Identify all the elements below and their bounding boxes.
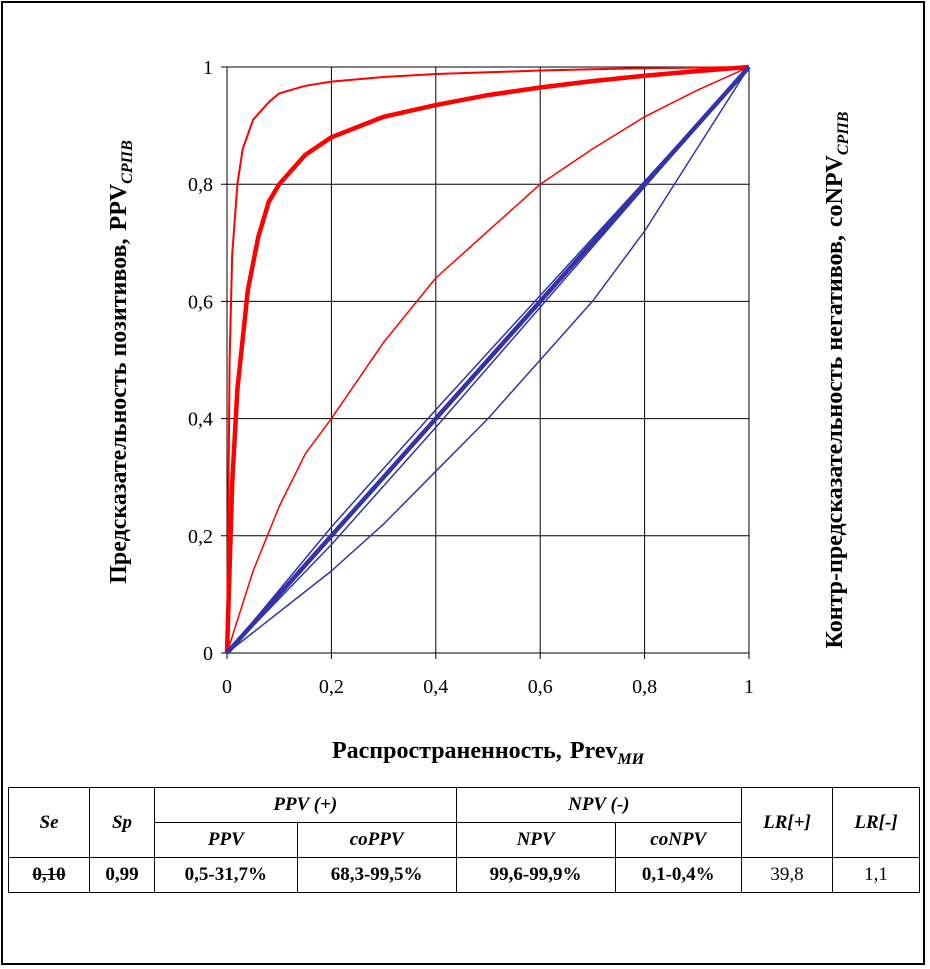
chart-series: [224, 64, 751, 655]
x-tick-label: 1: [744, 676, 754, 698]
npv-subheader: NPV: [455, 822, 616, 858]
se-value: 0,10: [8, 857, 90, 893]
coppv-subheader: coPPV: [296, 822, 457, 858]
y-tick-label: 0,8: [188, 174, 213, 196]
x-tick-label: 0,4: [423, 676, 448, 698]
x-tick-label: 0,6: [528, 676, 553, 698]
y-axis-title-left: Предсказательность позитивов,PPVСРПВ: [106, 140, 136, 584]
npv-group-header: NPV (-): [455, 787, 743, 823]
ppv-value: 0,5-31,7%: [154, 857, 298, 893]
series-line-3: [226, 66, 750, 654]
chart-ticks: 0 0,2 0,4 0,6 0,8 1 0 0,2 0,4 0,6 0,8 1: [188, 57, 754, 698]
y-axis-title-right: Контр-предсказательность негативов,coNPV…: [822, 111, 852, 648]
ppv-subheader: PPV: [154, 822, 298, 858]
chart: 0 0,2 0,4 0,6 0,8 1 0 0,2 0,4 0,6 0,8 1 Распростран…: [106, 57, 852, 768]
sp-header: Sp: [89, 787, 155, 858]
x-axis-title: Распространенность, PrevМИ: [332, 738, 645, 768]
lr-plus-value: 39,8: [741, 857, 833, 893]
x-tick-label: 0: [222, 676, 232, 698]
conpv-subheader: coNPV: [614, 822, 743, 858]
sp-value: 0,99: [89, 857, 155, 893]
lr-minus-value: 1,1: [832, 857, 920, 893]
y-tick-label: 0,2: [188, 526, 213, 548]
y-tick-label: 0: [203, 643, 213, 665]
y-tick-label: 1: [203, 57, 213, 79]
conpv-value: 0,1-0,4%: [614, 857, 743, 893]
x-tick-label: 0,2: [319, 676, 344, 698]
y-tick-label: 0,6: [188, 291, 213, 313]
se-header: Se: [8, 787, 90, 858]
ppv-group-header: PPV (+): [154, 787, 457, 823]
series-line-5: [225, 65, 751, 655]
stats-table: Se Sp PPV (+) NPV (-) LR[+] LR[-] PPV co…: [8, 787, 920, 893]
y-tick-label: 0,4: [188, 409, 213, 431]
series-line-1: [226, 66, 750, 654]
lr-minus-header: LR[-]: [832, 787, 920, 858]
x-tick-label: 0,8: [632, 676, 657, 698]
lr-plus-header: LR[+]: [741, 787, 833, 858]
series-line-6: [226, 66, 750, 654]
coppv-value: 68,3-99,5%: [296, 857, 457, 893]
series-line-2: [224, 64, 750, 654]
table-row: 0,10 0,99 0,5-31,7% 68,3-99,5% 99,6-99,9…: [8, 857, 920, 893]
series-line-7: [226, 66, 750, 654]
npv-value: 99,6-99,9%: [455, 857, 616, 893]
